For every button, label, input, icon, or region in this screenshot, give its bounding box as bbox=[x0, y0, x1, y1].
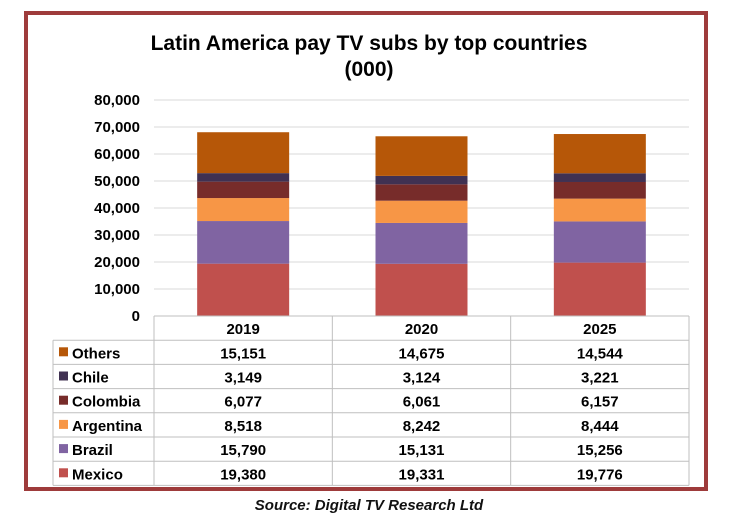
legend-swatch-mexico bbox=[59, 468, 68, 478]
y-tick-label: 60,000 bbox=[94, 146, 140, 163]
legend-label: Argentina bbox=[72, 418, 143, 435]
data-label: 19,380 bbox=[220, 466, 266, 483]
bar-segment-others bbox=[375, 136, 468, 176]
bar-segment-colombia bbox=[553, 181, 646, 199]
bar-segment-chile bbox=[197, 173, 290, 182]
data-label: 15,256 bbox=[577, 442, 623, 459]
x-tick-label: 2025 bbox=[583, 321, 616, 338]
data-label: 15,790 bbox=[220, 442, 266, 459]
legend-swatch-colombia bbox=[59, 395, 68, 405]
data-label: 19,331 bbox=[399, 466, 445, 483]
chart-title-line: Latin America pay TV subs by top countri… bbox=[151, 32, 588, 55]
data-label: 14,675 bbox=[399, 345, 445, 362]
bar-segment-argentina bbox=[197, 198, 290, 222]
bar-segment-colombia bbox=[375, 184, 468, 201]
y-tick-label: 30,000 bbox=[94, 227, 140, 244]
data-label: 15,131 bbox=[399, 442, 445, 459]
data-label: 14,544 bbox=[577, 345, 624, 362]
bar-segment-others bbox=[553, 134, 646, 174]
bar-segment-brazil bbox=[375, 222, 468, 264]
data-label: 6,077 bbox=[224, 394, 262, 411]
data-label: 3,221 bbox=[581, 370, 619, 387]
data-label: 15,151 bbox=[220, 345, 266, 362]
legend-label: Chile bbox=[72, 370, 109, 387]
bar-segment-brazil bbox=[553, 221, 646, 263]
data-label: 3,149 bbox=[224, 370, 262, 387]
bar-segment-colombia bbox=[197, 181, 290, 199]
bar-segment-others bbox=[197, 132, 290, 174]
data-label: 8,242 bbox=[403, 418, 441, 435]
y-tick-label: 80,000 bbox=[94, 92, 140, 109]
data-label: 3,124 bbox=[403, 370, 441, 387]
legend-label: Others bbox=[72, 345, 120, 362]
data-label: 8,518 bbox=[224, 418, 262, 435]
legend-swatch-brazil bbox=[59, 444, 68, 454]
bar-segment-argentina bbox=[375, 200, 468, 223]
data-label: 19,776 bbox=[577, 466, 623, 483]
y-tick-label: 20,000 bbox=[94, 254, 140, 271]
x-tick-label: 2020 bbox=[405, 321, 438, 338]
legend-label: Mexico bbox=[72, 466, 123, 483]
bar-segment-mexico bbox=[375, 263, 468, 316]
y-tick-label: 0 bbox=[132, 308, 140, 325]
data-label: 8,444 bbox=[581, 418, 619, 435]
y-tick-label: 40,000 bbox=[94, 200, 140, 217]
legend-label: Colombia bbox=[72, 394, 141, 411]
legend-swatch-chile bbox=[59, 371, 68, 381]
x-tick-label: 2019 bbox=[226, 321, 259, 338]
bar-segment-chile bbox=[553, 173, 646, 182]
source-note: Source: Digital TV Research Ltd bbox=[254, 497, 484, 514]
y-tick-label: 50,000 bbox=[94, 173, 140, 190]
y-tick-label: 70,000 bbox=[94, 119, 140, 136]
y-tick-label: 10,000 bbox=[94, 281, 140, 298]
legend-label: Brazil bbox=[72, 442, 113, 459]
bar-segment-argentina bbox=[553, 198, 646, 222]
bar-segment-brazil bbox=[197, 221, 290, 264]
legend-swatch-others bbox=[59, 347, 68, 357]
data-label: 6,157 bbox=[581, 394, 619, 411]
bar-segment-mexico bbox=[197, 263, 290, 316]
data-label: 6,061 bbox=[403, 394, 441, 411]
legend-swatch-argentina bbox=[59, 419, 68, 429]
bar-segment-chile bbox=[375, 175, 468, 185]
bar-segment-mexico bbox=[553, 262, 646, 316]
chart-title-line: (000) bbox=[344, 58, 393, 81]
